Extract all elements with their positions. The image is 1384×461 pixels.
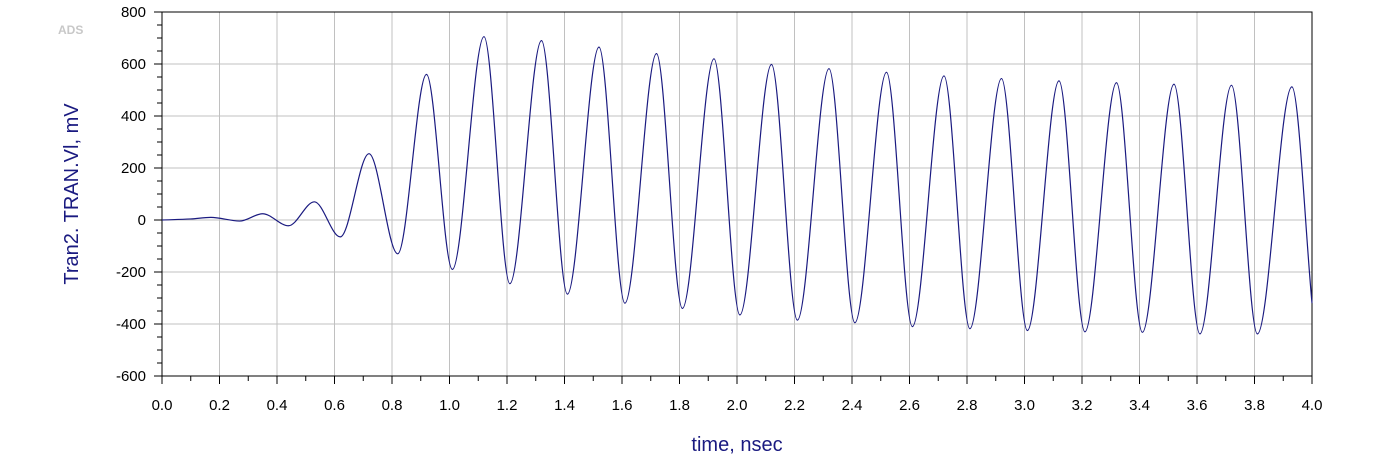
x-tick-label: 3.2 [1072, 397, 1093, 414]
ads-logo: ADS [58, 23, 83, 37]
x-tick-label: 2.0 [727, 397, 748, 414]
x-tick-label: 3.0 [1014, 397, 1035, 414]
y-tick-label: 200 [121, 160, 146, 177]
x-tick-label: 1.8 [669, 397, 690, 414]
y-axis-title: Tran2. TRAN.Vl, mV [61, 103, 83, 285]
x-tick-label: 2.6 [899, 397, 920, 414]
x-tick-label: 3.4 [1129, 397, 1150, 414]
y-tick-label: 400 [121, 108, 146, 125]
x-tick-label: 3.6 [1187, 397, 1208, 414]
y-tick-label: -400 [116, 316, 146, 333]
x-tick-labels: 0.0 0.2 0.4 0.6 0.8 1.0 1.2 1.4 1.6 1.8 2.0 2.2 2.4 2… [152, 397, 1323, 414]
y-tick-label: 0 [138, 212, 146, 229]
x-tick-label: 2.8 [957, 397, 978, 414]
x-tick-label: 1.0 [439, 397, 460, 414]
x-tick-label: 0.0 [152, 397, 173, 414]
x-tick-label: 0.2 [209, 397, 230, 414]
y-tick-label: -600 [116, 368, 146, 385]
x-axis-title: time, nsec [691, 434, 782, 456]
x-tick-label: 2.2 [784, 397, 805, 414]
x-tick-label: 0.6 [324, 397, 345, 414]
x-tick-label: 4.0 [1302, 397, 1323, 414]
series-line [161, 36, 1313, 335]
x-tick-label: 1.4 [554, 397, 575, 414]
y-tick-label: -200 [116, 264, 146, 281]
y-tick-label: 800 [121, 4, 146, 21]
y-tick-labels: -600 -400 -200 0 200 400 600 800 [116, 4, 146, 385]
x-tick-label: 2.4 [842, 397, 863, 414]
x-tick-label: 1.2 [497, 397, 518, 414]
x-tick-label: 0.8 [382, 397, 403, 414]
series-group [161, 36, 1313, 335]
x-tick-label: 3.8 [1244, 397, 1265, 414]
x-tick-label: 0.4 [267, 397, 288, 414]
axis-ticks [154, 11, 1313, 384]
y-tick-label: 600 [121, 56, 146, 73]
x-tick-label: 1.6 [612, 397, 633, 414]
